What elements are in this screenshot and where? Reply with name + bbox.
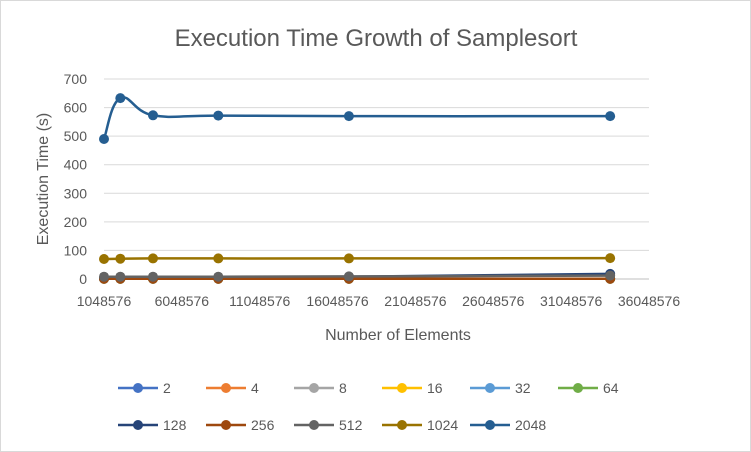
data-point: [147, 253, 158, 264]
legend-marker: [221, 420, 231, 430]
legend-marker: [573, 383, 583, 393]
legend-marker: [133, 420, 143, 430]
data-point: [213, 110, 224, 121]
x-tick-label: 6048576: [155, 293, 210, 309]
data-point: [147, 110, 158, 121]
x-tick-label: 36048576: [618, 293, 681, 309]
legend-label: 256: [251, 417, 275, 433]
y-tick-label: 200: [64, 214, 88, 230]
legend-label: 2048: [515, 417, 546, 433]
y-axis-title: Execution Time (s): [35, 113, 52, 245]
y-tick-label: 300: [64, 185, 88, 201]
legend-label: 512: [339, 417, 363, 433]
x-axis-title: Number of Elements: [325, 327, 471, 344]
legend-item: 128: [118, 417, 187, 433]
data-point: [605, 253, 616, 264]
y-tick-label: 500: [64, 128, 88, 144]
x-tick-label: 26048576: [462, 293, 525, 309]
legend-item: 16: [382, 380, 443, 396]
data-point: [213, 253, 224, 264]
x-tick-label: 31048576: [540, 293, 603, 309]
x-tick-label: 1048576: [77, 293, 132, 309]
data-point: [147, 271, 158, 282]
y-tick-label: 0: [79, 271, 87, 287]
legend-marker: [397, 383, 407, 393]
legend-label: 8: [339, 380, 347, 396]
series-line: [102, 96, 611, 140]
y-tick-label: 100: [64, 242, 88, 258]
legend-marker: [133, 383, 143, 393]
series-512: [99, 270, 616, 282]
legend-marker: [309, 420, 319, 430]
data-point: [343, 111, 354, 122]
y-tick-label: 400: [64, 157, 88, 173]
legend: 2 4 8 16 32 64 128 256 512 1024 2048: [118, 380, 619, 433]
x-tick-label: 11048576: [229, 293, 290, 309]
legend-label: 2: [163, 380, 171, 396]
y-tick-label: 600: [64, 100, 88, 116]
data-point: [115, 93, 126, 104]
legend-marker: [485, 420, 495, 430]
series-line: [103, 256, 611, 261]
data-point: [605, 270, 616, 281]
legend-marker: [221, 383, 231, 393]
data-point: [115, 253, 126, 264]
series-1024: [99, 253, 616, 264]
legend-item: 64: [558, 380, 619, 396]
legend-label: 1024: [427, 417, 458, 433]
y-tick-label: 700: [64, 71, 88, 87]
series-2048: [99, 93, 616, 144]
series-lines: [99, 93, 616, 284]
chart-title: Execution Time Growth of Samplesort: [175, 25, 578, 52]
series-line: [104, 274, 611, 278]
legend-item: 512: [294, 417, 363, 433]
gridlines: [104, 78, 649, 280]
legend-item: 2048: [470, 417, 546, 433]
data-point: [99, 134, 109, 144]
x-tick-label: 21048576: [384, 293, 447, 309]
data-point: [213, 271, 224, 282]
data-point: [343, 271, 354, 282]
legend-marker: [485, 383, 495, 393]
data-point: [99, 271, 109, 282]
tick-labels: 0 100 200 300 400 500 600 700 1048576 6048576 1104…: [64, 71, 681, 309]
legend-item: 8: [294, 380, 347, 396]
legend-marker: [397, 420, 407, 430]
legend-marker: [309, 383, 319, 393]
legend-label: 64: [603, 380, 619, 396]
legend-item: 256: [206, 417, 275, 433]
legend-label: 128: [163, 417, 187, 433]
legend-item: 1024: [382, 417, 458, 433]
data-point: [99, 254, 109, 264]
x-tick-label: 16048576: [306, 293, 369, 309]
legend-label: 16: [427, 380, 443, 396]
data-point: [343, 253, 354, 264]
legend-item: 32: [470, 380, 531, 396]
data-point: [115, 271, 126, 282]
legend-label: 32: [515, 380, 531, 396]
legend-label: 4: [251, 380, 259, 396]
legend-item: 4: [206, 380, 259, 396]
legend-item: 2: [118, 380, 171, 396]
data-point: [605, 111, 616, 122]
